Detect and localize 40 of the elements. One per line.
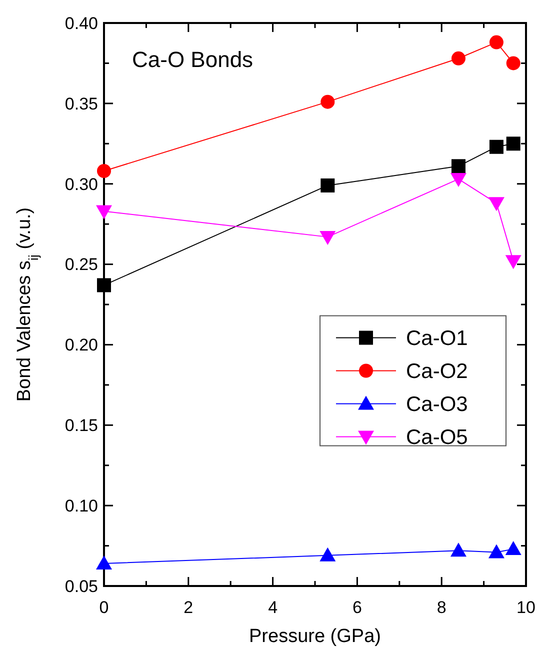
x-tick-label: 0 — [99, 598, 109, 617]
x-axis-title: Pressure (GPa) — [249, 626, 381, 647]
point — [451, 51, 466, 66]
x-tick-label: 6 — [352, 598, 362, 617]
point — [96, 205, 112, 220]
y-tick-label: 0.25 — [64, 255, 98, 274]
point — [489, 35, 504, 50]
point — [320, 178, 335, 192]
point — [451, 159, 466, 174]
point — [97, 164, 111, 178]
point — [450, 173, 466, 188]
x-tick-label: 10 — [516, 598, 536, 617]
y-tick-label: 0.15 — [64, 416, 98, 436]
point — [97, 278, 111, 292]
legend-label: Ca-O1 — [406, 327, 468, 350]
text: Ca-O Bonds — [132, 47, 254, 72]
x-tick-label: 8 — [436, 598, 446, 617]
y-tick-label: 0.30 — [64, 174, 98, 194]
y-tick-label: 0.10 — [64, 496, 98, 516]
point — [505, 541, 522, 556]
y-tick-label: 0.05 — [64, 576, 98, 596]
y-tick-label: 0.40 — [64, 14, 98, 33]
legend-label: Ca-O3 — [406, 393, 468, 416]
point — [489, 140, 504, 154]
point — [506, 56, 520, 70]
legend-label: Ca-O2 — [406, 360, 468, 384]
point — [505, 255, 522, 270]
legend-label: Ca-O5 — [406, 426, 468, 450]
point — [450, 542, 466, 557]
x-tick-label: 4 — [268, 598, 278, 617]
point — [488, 197, 504, 212]
point — [96, 555, 112, 570]
point — [320, 547, 336, 562]
point — [320, 230, 336, 245]
x-tick-label: 2 — [184, 598, 194, 617]
y-tick-label: 0.35 — [64, 94, 98, 114]
point — [488, 544, 504, 558]
y-tick-label: 0.20 — [64, 336, 98, 355]
point — [320, 94, 335, 109]
point — [506, 136, 520, 151]
